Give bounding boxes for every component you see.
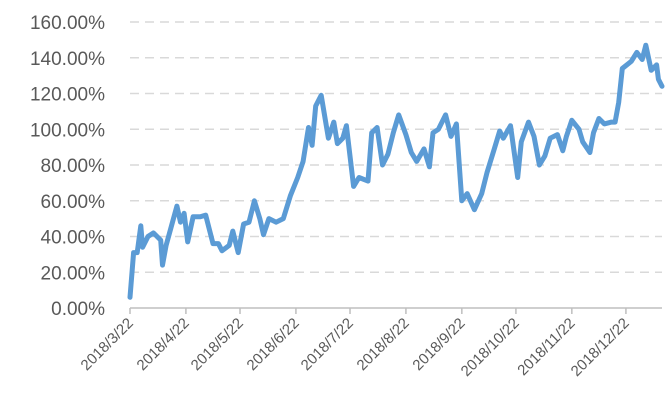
y-tick-label: 0.00% [51,299,105,320]
y-tick-label: 120.00% [30,85,105,106]
y-tick-label: 140.00% [30,49,105,70]
x-tick-label: 2018/8/22 [354,315,413,374]
y-tick-label: 20.00% [41,263,106,284]
y-tick-label: 40.00% [41,228,106,249]
y-tick-label: 60.00% [41,192,106,213]
x-tick-label: 2018/7/22 [298,315,357,374]
x-tick-label: 2018/5/22 [188,315,247,374]
x-tick-label: 2018/10/22 [458,315,523,380]
x-tick-label: 2018/12/22 [568,315,633,380]
data-line [127,42,665,300]
y-tick-label: 160.00% [30,13,105,34]
x-tick-label: 2018/4/22 [134,315,193,374]
x-tick-label: 2018/6/22 [244,315,303,374]
y-tick-label: 100.00% [30,120,105,141]
y-tick-label: 80.00% [41,156,106,177]
x-tick-label: 2018/3/22 [78,315,137,374]
